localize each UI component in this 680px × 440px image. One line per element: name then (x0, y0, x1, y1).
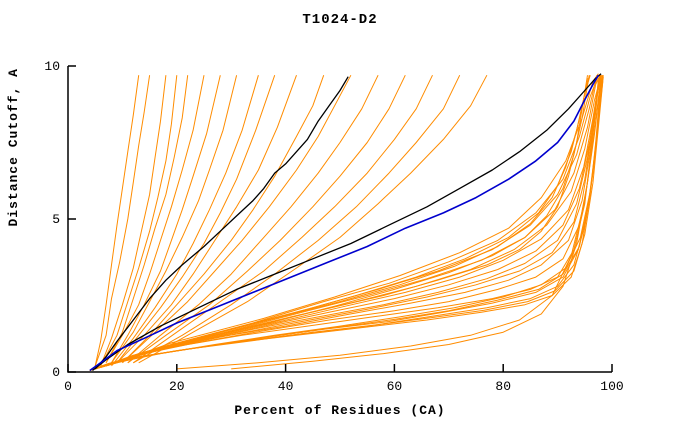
x-tick-label: 0 (64, 379, 72, 394)
y-tick-label: 0 (52, 365, 60, 380)
x-tick-label: 40 (278, 379, 294, 394)
series-line-orange-22 (95, 81, 599, 370)
series-line-orange-02 (94, 75, 151, 367)
series-line-orange-30 (111, 73, 599, 365)
series-line-orange-24 (100, 75, 602, 368)
series-line-orange-40 (105, 78, 589, 367)
series-line-orange-18 (138, 74, 488, 364)
chart-title: T1024-D2 (302, 12, 378, 28)
series-line-orange-20 (89, 75, 602, 371)
series-line-orange-05 (105, 75, 189, 364)
series-line-orange-09 (111, 75, 259, 367)
series-line-blue-1 (89, 74, 600, 372)
series-line-orange-01 (94, 75, 140, 367)
series-line-black-1 (94, 76, 349, 370)
x-tick-label: 80 (495, 379, 511, 394)
series-line-orange-17 (133, 74, 461, 364)
series-line-orange-23 (95, 75, 601, 370)
y-tick-label: 10 (44, 59, 60, 74)
x-axis-label: Percent of Residues (CA) (234, 403, 446, 418)
series-line-black-2 (92, 73, 602, 372)
series-line-orange-03 (100, 75, 167, 367)
series-line-orange-29 (105, 75, 599, 367)
x-tick-label: 60 (387, 379, 403, 394)
series-line-orange-12 (122, 75, 325, 364)
series-line-orange-08 (111, 75, 238, 364)
y-tick-label: 5 (52, 212, 60, 227)
series-line-orange-16 (133, 74, 433, 364)
series-line-orange-07 (111, 75, 221, 364)
series-line-orange-15 (127, 74, 406, 364)
x-tick-label: 100 (600, 379, 623, 394)
series-line-orange-42 (176, 78, 602, 370)
series-line-orange-11 (116, 75, 297, 364)
series-line-orange-37 (95, 75, 588, 370)
series-line-orange-14 (127, 74, 379, 364)
series-line-orange-13 (122, 74, 352, 364)
series-line-orange-04 (100, 75, 178, 367)
series-line-orange-36 (89, 81, 604, 371)
series-line-orange-10 (116, 75, 276, 364)
series-line-orange-06 (105, 75, 205, 364)
x-tick-label: 20 (169, 379, 185, 394)
series-line-orange-38 (100, 75, 590, 368)
